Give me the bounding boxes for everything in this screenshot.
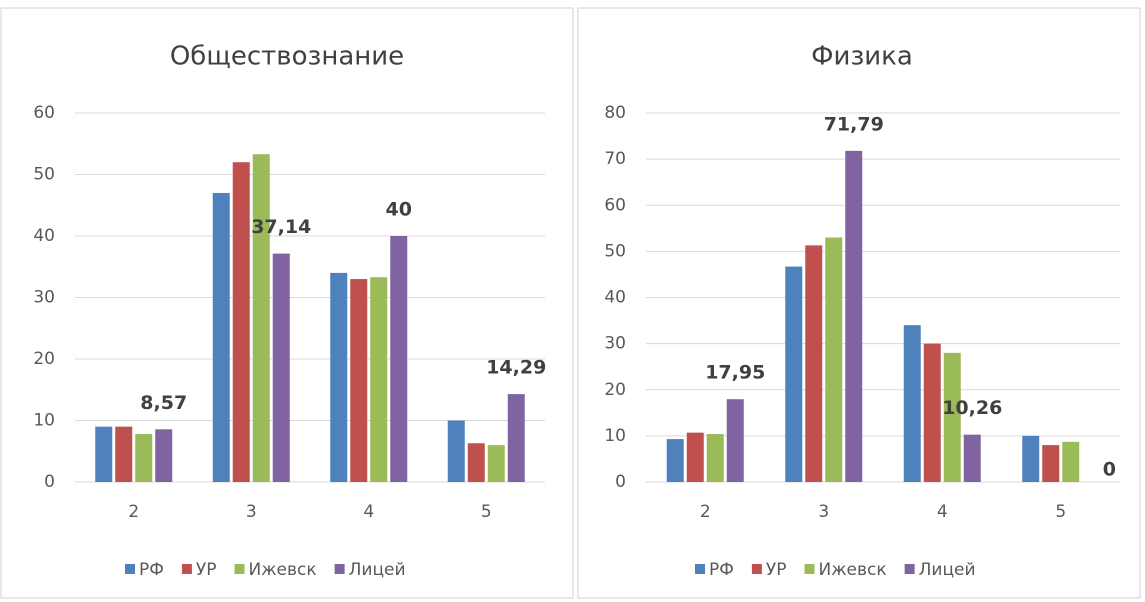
bar bbox=[825, 237, 843, 482]
data-label: 14,29 bbox=[486, 357, 546, 379]
legend-swatch bbox=[695, 564, 705, 574]
y-tick-label: 10 bbox=[33, 411, 55, 431]
bar bbox=[943, 352, 961, 482]
bar bbox=[805, 245, 823, 482]
x-tick-label: 4 bbox=[937, 502, 948, 522]
x-tick-label: 2 bbox=[700, 502, 711, 522]
y-tick-label: 60 bbox=[604, 195, 626, 215]
data-label: 40 bbox=[386, 199, 412, 221]
bar bbox=[447, 420, 465, 482]
bar bbox=[95, 426, 113, 482]
y-tick-label: 70 bbox=[604, 149, 626, 169]
legend-swatch bbox=[751, 564, 762, 574]
y-tick-label: 40 bbox=[604, 288, 626, 308]
legend-label: Ижевск bbox=[249, 560, 317, 580]
x-tick-label: 5 bbox=[481, 502, 492, 522]
x-tick-label: 5 bbox=[1055, 502, 1066, 522]
bar bbox=[350, 279, 368, 482]
x-tick-label: 3 bbox=[246, 502, 257, 522]
y-tick-label: 60 bbox=[33, 103, 55, 123]
data-label: 17,95 bbox=[705, 362, 765, 384]
legend-label: УР bbox=[196, 560, 217, 580]
data-label: 10,26 bbox=[942, 397, 1002, 419]
data-label: 8,57 bbox=[140, 392, 187, 414]
bar bbox=[845, 150, 863, 482]
bar bbox=[155, 429, 173, 482]
legend-label: Ижевск bbox=[819, 560, 887, 580]
legend-label: Лицей bbox=[919, 560, 976, 580]
legend-swatch bbox=[181, 564, 192, 574]
bar bbox=[1042, 445, 1060, 482]
bar bbox=[370, 277, 388, 482]
bar bbox=[330, 272, 348, 482]
bar bbox=[507, 394, 525, 482]
chart-title: Обществознание bbox=[170, 42, 404, 72]
legend-label: РФ bbox=[139, 560, 164, 580]
legend-swatch bbox=[334, 564, 345, 574]
bar bbox=[686, 432, 704, 482]
legend-swatch bbox=[234, 564, 245, 574]
bar bbox=[212, 192, 230, 482]
x-tick-label: 2 bbox=[128, 502, 139, 522]
legend-swatch bbox=[904, 564, 915, 574]
bar bbox=[903, 325, 921, 482]
y-tick-label: 0 bbox=[44, 472, 55, 492]
y-tick-label: 0 bbox=[615, 472, 626, 492]
x-tick-label: 4 bbox=[363, 502, 374, 522]
bar bbox=[390, 236, 408, 482]
y-tick-label: 20 bbox=[33, 349, 55, 369]
legend-label: РФ bbox=[709, 560, 734, 580]
legend-swatch bbox=[804, 564, 815, 574]
chart-title: Физика bbox=[811, 42, 913, 72]
bar bbox=[467, 443, 485, 482]
bar bbox=[726, 399, 744, 482]
data-label: 71,79 bbox=[824, 113, 884, 135]
bar bbox=[923, 343, 941, 482]
y-tick-label: 10 bbox=[604, 426, 626, 446]
y-tick-label: 80 bbox=[604, 103, 626, 123]
bar bbox=[252, 154, 270, 482]
bar bbox=[666, 439, 684, 482]
data-label: 37,14 bbox=[251, 216, 311, 238]
panel-border bbox=[577, 7, 1141, 599]
y-tick-label: 50 bbox=[604, 241, 626, 261]
y-tick-label: 50 bbox=[33, 165, 55, 185]
bar bbox=[272, 253, 290, 482]
data-label: 0 bbox=[1103, 459, 1116, 481]
bar bbox=[1022, 435, 1040, 482]
bar bbox=[487, 445, 505, 482]
bar bbox=[135, 434, 153, 482]
bar bbox=[1062, 441, 1080, 482]
panel-border bbox=[0, 7, 574, 599]
bar bbox=[706, 434, 724, 482]
bar bbox=[963, 434, 981, 482]
y-tick-label: 40 bbox=[33, 226, 55, 246]
bar bbox=[232, 162, 250, 482]
bar bbox=[785, 266, 803, 482]
legend-label: УР bbox=[766, 560, 787, 580]
bar bbox=[115, 426, 133, 482]
y-tick-label: 30 bbox=[604, 334, 626, 354]
legend-swatch bbox=[125, 564, 135, 574]
y-tick-label: 30 bbox=[33, 288, 55, 308]
y-tick-label: 20 bbox=[604, 380, 626, 400]
legend-label: Лицей bbox=[349, 560, 406, 580]
x-tick-label: 3 bbox=[818, 502, 829, 522]
